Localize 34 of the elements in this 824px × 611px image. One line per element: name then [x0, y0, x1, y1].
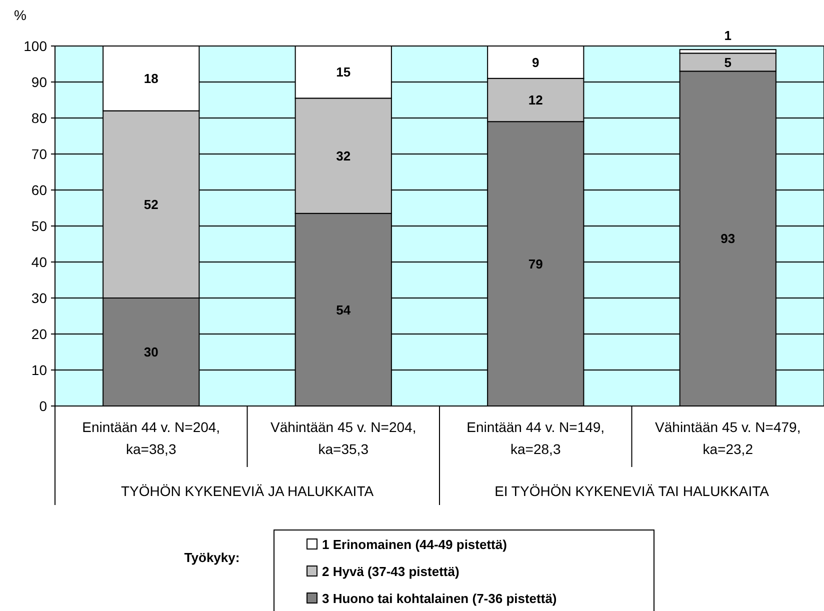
y-tick-label: 90	[31, 74, 48, 90]
x-tick-label: Enintään 44 v. N=204, ka=38,3	[82, 419, 220, 457]
x-tick-label: Vähintään 45 v. N=204, ka=35,3	[270, 419, 416, 457]
data-label: 32	[336, 148, 351, 164]
y-tick-label: 20	[31, 326, 48, 342]
y-tick-label: 80	[31, 110, 48, 126]
x-tick-label: Enintään 44 v. N=149, ka=28,3	[466, 419, 605, 457]
text: TYÖHÖN KYKENEVIÄ JA HALUKKAITA	[120, 483, 374, 499]
data-label: 9	[532, 54, 540, 70]
y-tick-label: 100	[24, 38, 48, 54]
y-tick-label: 40	[31, 254, 48, 270]
y-tick-label: 70	[31, 146, 48, 162]
legend-label: 2 Hyvä (37-43 pistettä)	[322, 564, 460, 579]
y-tick-label: 30	[31, 290, 48, 306]
data-label: 30	[144, 344, 158, 360]
data-label: 54	[336, 302, 352, 318]
legend-label: 1 Erinomainen (44-49 pistettä)	[322, 537, 507, 552]
data-label: 52	[144, 196, 158, 212]
legend-title: Työkyky:	[184, 550, 240, 565]
y-tick-label: 50	[31, 218, 48, 234]
data-label: 79	[528, 256, 543, 272]
y-tick-label: 0	[39, 398, 48, 414]
text: EI TYÖHÖN KYKENEVIÄ TAI HALUKKAITA	[494, 483, 770, 499]
data-label: 5	[724, 54, 732, 70]
y-tick-label: 60	[31, 182, 48, 198]
x-tick-label: Vähintään 45 v. N=479, ka=23,2	[655, 419, 801, 457]
y-tick-label: 10	[31, 362, 48, 378]
data-label: 15	[336, 64, 351, 80]
data-label: 12	[528, 92, 543, 108]
legend-label: 3 Huono tai kohtalainen (7-36 pistettä)	[322, 591, 557, 606]
data-label: 1	[724, 28, 732, 44]
data-label: 18	[144, 70, 158, 86]
data-label: 93	[720, 231, 736, 246]
y-axis-title: %	[14, 7, 26, 23]
